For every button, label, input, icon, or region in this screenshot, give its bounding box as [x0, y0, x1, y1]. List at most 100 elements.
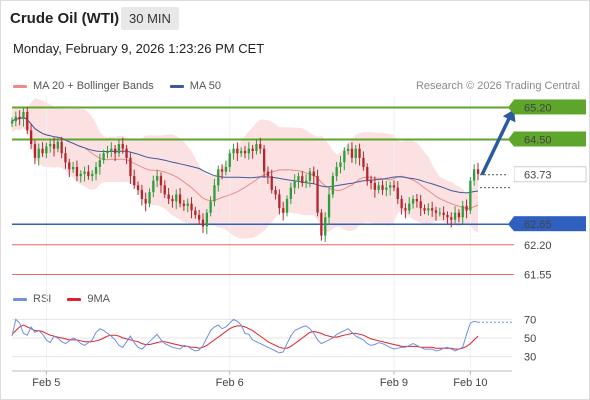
candle-body	[293, 180, 296, 188]
candle-body	[320, 212, 323, 236]
candle-body	[41, 148, 44, 154]
candle-body	[327, 194, 331, 218]
candle-body	[354, 148, 357, 158]
candle-body	[140, 189, 143, 200]
instrument-title: Crude Oil (WTI)	[10, 10, 120, 27]
candle-body	[240, 150, 243, 154]
rsi-line	[11, 318, 479, 354]
candle-body	[400, 199, 403, 209]
candle-body	[465, 205, 468, 211]
candle-body	[52, 144, 56, 149]
candle-body	[175, 194, 178, 202]
chart-header: Crude Oil (WTI) 30 MIN	[0, 0, 590, 36]
candle-body	[285, 199, 289, 213]
rsi-tick-30: 30	[524, 352, 536, 364]
candle-body	[411, 199, 415, 204]
rsi-tick-50: 50	[524, 333, 536, 345]
interval-badge[interactable]: 30 MIN	[121, 7, 179, 30]
candle-body	[377, 185, 380, 190]
rsi-ma-legend-label: 9MA	[87, 293, 110, 305]
candle-body	[362, 157, 365, 167]
candle-body	[22, 112, 25, 119]
candle-body	[427, 208, 430, 211]
rsi-swatch	[13, 297, 27, 301]
x-tick-feb-5: Feb 5	[32, 377, 60, 389]
candle-body	[64, 153, 67, 163]
candle-body	[389, 185, 392, 188]
candle-body	[415, 199, 418, 202]
candle-body	[136, 185, 140, 190]
candle-body	[201, 219, 205, 227]
candle-body	[324, 217, 327, 236]
candle-body	[278, 194, 281, 209]
level-label-62-65-pointer	[508, 216, 514, 232]
candle-body	[56, 141, 59, 149]
candle-body	[68, 162, 71, 170]
candle-body	[431, 208, 434, 211]
candle-body	[423, 208, 426, 211]
candle-body	[274, 189, 277, 195]
candle-body	[438, 212, 441, 214]
candle-body	[213, 185, 216, 202]
candle-body	[220, 169, 224, 172]
candle-body	[14, 116, 17, 122]
candle-body	[308, 171, 312, 181]
candle-body	[10, 121, 14, 124]
candle-body	[129, 157, 132, 177]
candle-body	[419, 201, 422, 209]
candle-body	[75, 167, 79, 177]
candle-body	[247, 148, 250, 154]
level-label-64-50-pointer	[508, 131, 514, 147]
level-label-64-50: 64.50	[524, 134, 552, 146]
candle-body	[469, 180, 472, 211]
candle-body	[178, 194, 182, 204]
candle-body	[453, 212, 457, 220]
candle-body	[347, 148, 350, 151]
rsi-tick-70: 70	[524, 314, 536, 326]
level-label-65-20-pointer	[508, 99, 514, 115]
candle-body	[163, 185, 166, 195]
copyright-text: Research © 2026 Trading Central	[415, 80, 580, 92]
candle-body	[259, 144, 262, 149]
ma50-legend-label: MA 50	[189, 80, 221, 92]
candle-body	[396, 187, 399, 199]
ma20-swatch	[13, 84, 27, 88]
x-tick-feb-9: Feb 9	[380, 377, 408, 389]
candle-body	[270, 176, 273, 190]
chart-datetime: Monday, February 9, 2026 1:23:26 PM CET	[13, 41, 265, 56]
candle-body	[289, 187, 292, 199]
candle-body	[381, 185, 384, 190]
ma50-line	[11, 116, 479, 194]
candle-body	[473, 169, 476, 181]
candle-body	[171, 199, 174, 202]
x-tick-feb-6: Feb 6	[216, 377, 244, 389]
candle-body	[125, 148, 128, 158]
candle-body	[186, 203, 189, 206]
candle-body	[159, 176, 163, 186]
candle-body	[232, 148, 235, 154]
candle-body	[373, 183, 376, 190]
candle-body	[297, 176, 300, 181]
candle-body	[167, 194, 170, 199]
candle-body	[198, 215, 201, 220]
candle-body	[205, 212, 208, 227]
rsi-ma-swatch	[67, 297, 82, 301]
candle-body	[385, 187, 388, 190]
candle-body	[282, 208, 285, 213]
candle-body	[408, 203, 411, 211]
candle-body	[369, 180, 373, 183]
candle-body	[224, 167, 228, 172]
level-label-62-65-box	[514, 216, 586, 232]
candle-body	[144, 199, 147, 204]
level-label-61-55: 61.55	[524, 270, 552, 282]
candle-body	[18, 116, 21, 119]
ma20-legend-label: MA 20 + Bollinger Bands	[33, 80, 154, 92]
level-label-62-65: 62.65	[524, 219, 552, 231]
candle-body	[121, 144, 124, 149]
candle-body	[30, 130, 33, 144]
level-label-65-20-box	[514, 99, 586, 115]
candle-body	[251, 148, 254, 151]
price-legend: MA 20 + Bollinger Bands MA 50	[13, 80, 221, 92]
candle-body	[243, 150, 247, 154]
candle-body	[305, 180, 308, 183]
